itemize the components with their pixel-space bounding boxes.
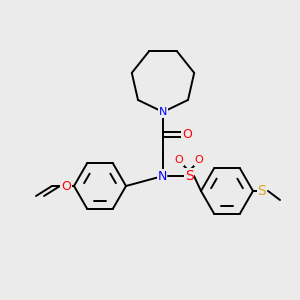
Text: N: N: [159, 107, 167, 117]
Text: S: S: [184, 169, 194, 183]
Text: O: O: [61, 179, 71, 193]
Text: S: S: [258, 184, 266, 198]
Text: N: N: [157, 169, 167, 182]
Text: O: O: [175, 155, 183, 165]
Text: O: O: [182, 128, 192, 140]
Text: O: O: [195, 155, 203, 165]
